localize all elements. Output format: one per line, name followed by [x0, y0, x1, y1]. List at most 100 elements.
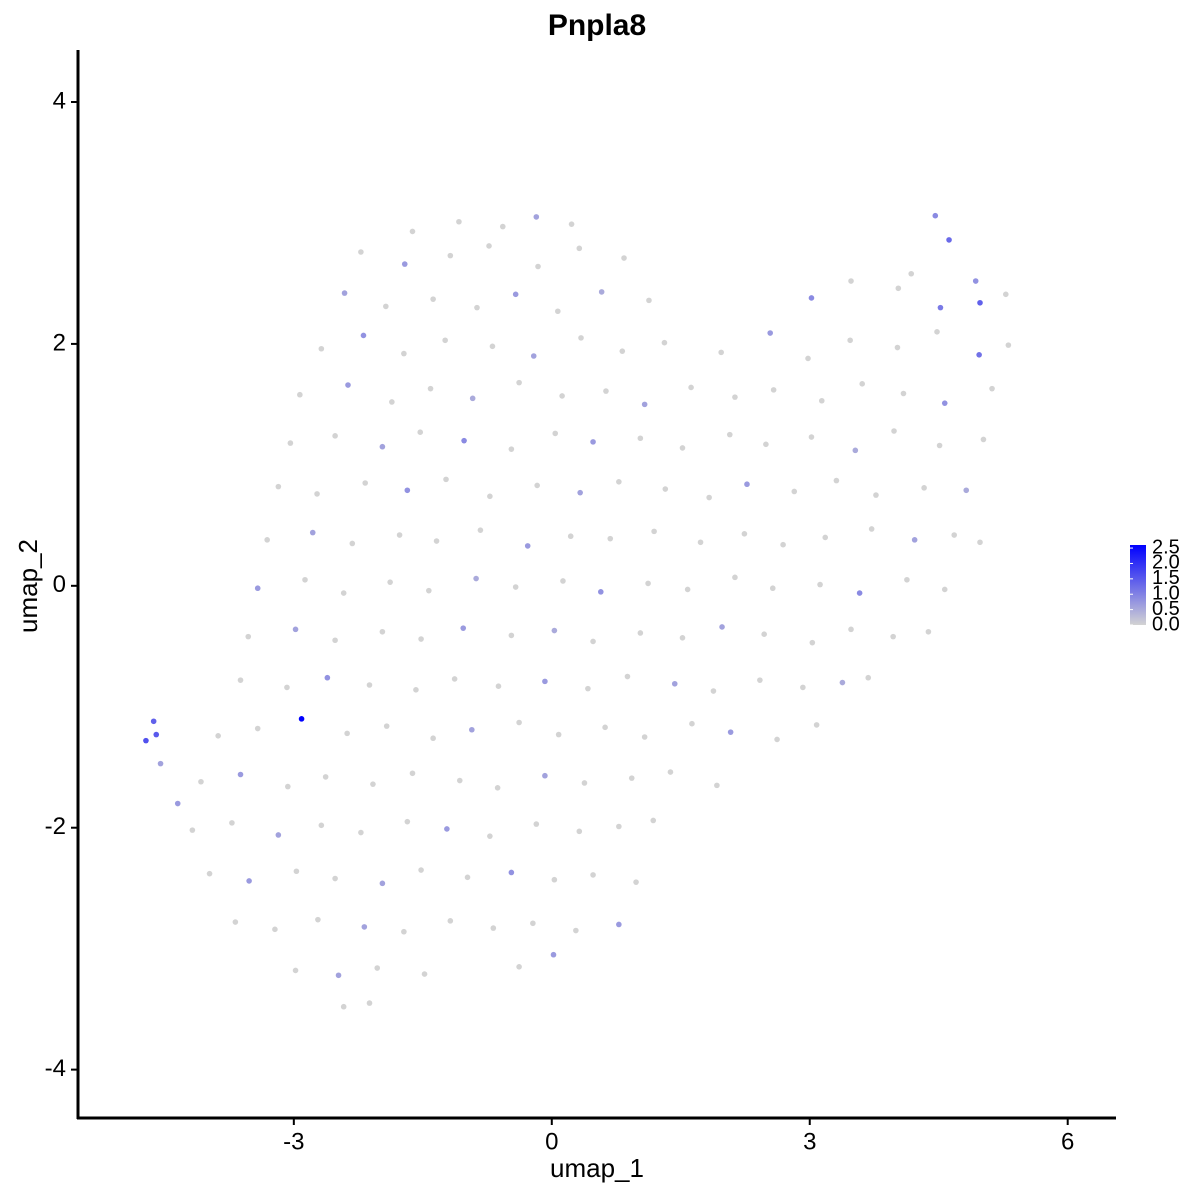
point [767, 330, 773, 336]
point [206, 870, 213, 877]
point [607, 535, 614, 542]
y-tick-label: -4 [45, 1055, 66, 1082]
point [245, 633, 252, 640]
point [499, 223, 506, 230]
point [524, 543, 531, 549]
point [430, 296, 436, 302]
point [451, 676, 458, 682]
point [246, 878, 252, 884]
point [859, 381, 865, 387]
y-tick-label: 4 [53, 87, 66, 114]
point [616, 478, 622, 485]
point [309, 529, 316, 536]
point [292, 626, 299, 633]
point [442, 337, 448, 344]
point [891, 428, 897, 434]
point [332, 875, 338, 882]
point [443, 476, 449, 483]
point [651, 528, 657, 535]
point [535, 263, 541, 270]
point [447, 252, 454, 259]
point [360, 332, 367, 339]
point [817, 581, 823, 588]
point [486, 243, 492, 249]
point [581, 780, 588, 786]
point [340, 1003, 347, 1010]
point [516, 964, 522, 970]
point [401, 261, 408, 267]
point [345, 382, 351, 388]
point [189, 827, 196, 833]
point [229, 820, 235, 826]
point [598, 289, 605, 295]
point [941, 586, 948, 593]
point [774, 736, 780, 743]
point [349, 540, 356, 547]
point [533, 821, 540, 827]
point [322, 774, 329, 780]
point [340, 590, 347, 596]
point [951, 532, 958, 538]
point [576, 245, 583, 252]
point [559, 393, 565, 399]
point [662, 486, 669, 492]
point [174, 800, 181, 807]
point [389, 399, 395, 405]
point [911, 537, 918, 543]
y-tick-label: 2 [53, 329, 66, 356]
point [335, 972, 342, 979]
point [421, 971, 428, 977]
point [237, 771, 244, 778]
x-tick-label: 0 [545, 1128, 558, 1155]
point [578, 335, 584, 341]
point [379, 443, 386, 450]
point [324, 674, 331, 681]
point [418, 867, 424, 873]
point [780, 541, 786, 548]
colorbar-tick-label: 0.0 [1152, 613, 1180, 635]
point [508, 869, 515, 876]
point [447, 918, 454, 924]
chart-title: Pnpla8 [548, 9, 646, 42]
point [383, 303, 389, 310]
point [890, 633, 896, 640]
point [808, 434, 815, 440]
point [237, 677, 244, 683]
colorbar-tick-label: 2.5 [1152, 536, 1180, 558]
point [284, 684, 290, 691]
point [287, 440, 294, 446]
point [624, 673, 631, 680]
point [550, 951, 557, 958]
point [427, 385, 434, 392]
point [551, 627, 558, 634]
point [254, 585, 261, 592]
point [512, 584, 519, 590]
point [852, 447, 859, 454]
point [679, 635, 686, 641]
point [568, 221, 575, 227]
point [873, 492, 879, 498]
point [904, 576, 910, 583]
point [404, 487, 411, 494]
point [809, 639, 816, 646]
point [989, 385, 995, 392]
point [616, 823, 622, 830]
point [551, 876, 558, 883]
point [770, 387, 777, 393]
point [621, 255, 627, 261]
point [963, 487, 970, 494]
point [489, 343, 496, 350]
point [366, 1000, 373, 1006]
colorbar-tick-label: 0.5 [1152, 598, 1180, 620]
point [516, 719, 522, 726]
point [1002, 291, 1009, 298]
point [714, 782, 720, 789]
point [833, 477, 840, 484]
point [645, 580, 651, 587]
point [396, 532, 403, 538]
point [285, 783, 291, 790]
colorbar-tick-label: 1.5 [1152, 567, 1180, 589]
point [314, 491, 320, 497]
point [444, 826, 450, 832]
point [534, 482, 540, 489]
